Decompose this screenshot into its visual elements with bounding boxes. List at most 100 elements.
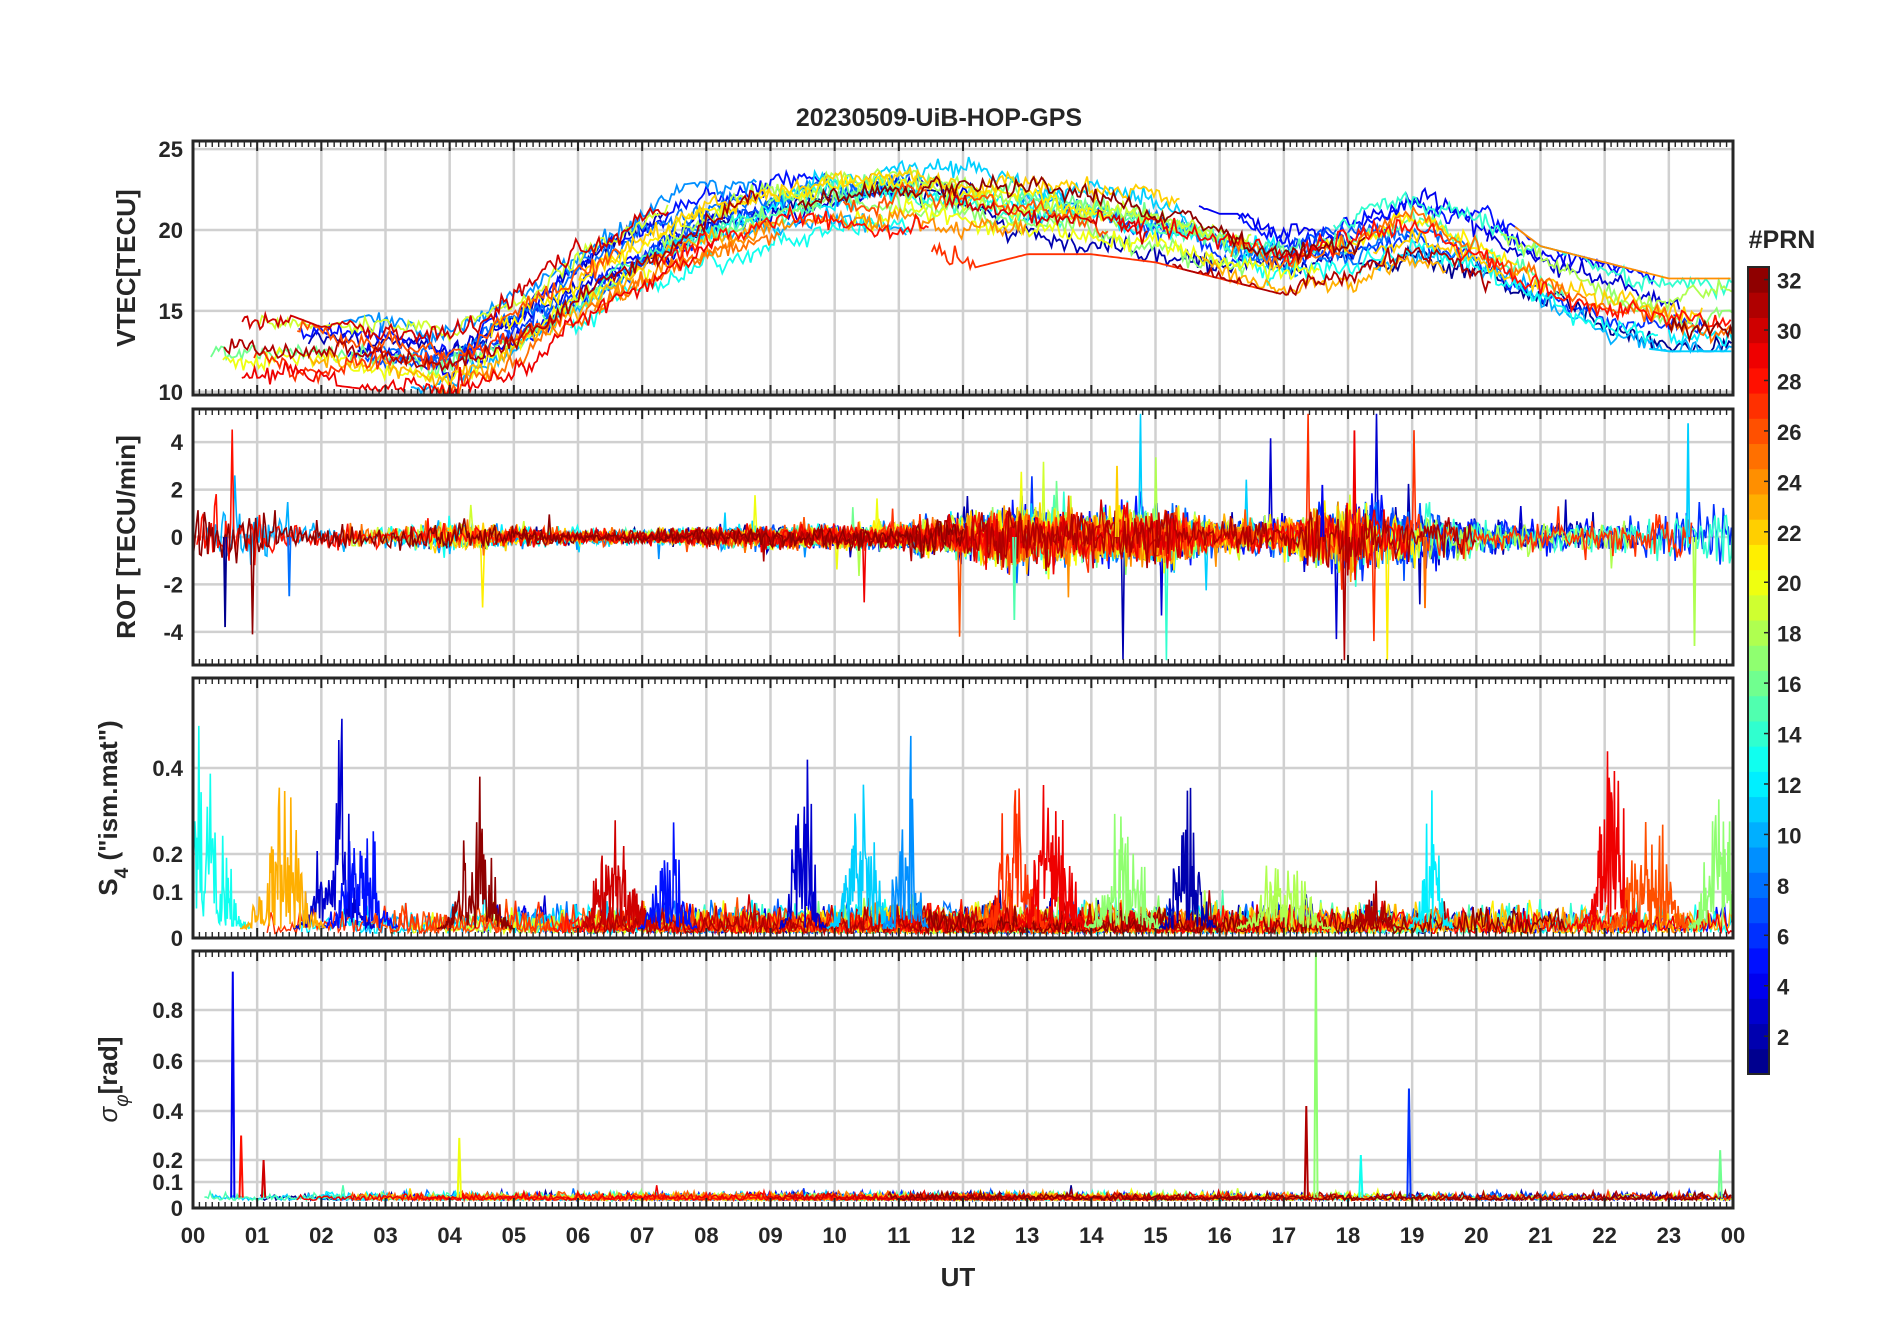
- colorbar-band: [1748, 821, 1769, 848]
- colorbar-band: [1748, 443, 1769, 470]
- x-tick-label: 17: [1272, 1223, 1296, 1248]
- s4-burst: [1687, 799, 1733, 932]
- rot-spike: [1422, 536, 1428, 609]
- x-tick-label: 18: [1336, 1223, 1360, 1248]
- vtec-minor-ticks: [192, 141, 1734, 395]
- vtec-trace-prn-17: [702, 191, 1246, 279]
- vtec-traces: [210, 156, 1733, 395]
- colorbar-tick-label: 4: [1777, 975, 1790, 1000]
- s4-grid: [191, 678, 1735, 940]
- vtec-trace-prn-3: [1486, 229, 1681, 310]
- sigma-phi-spike: [1406, 1088, 1412, 1198]
- colorbar-tick-label: 16: [1777, 672, 1801, 697]
- rot-spike: [1685, 423, 1691, 538]
- y-tick-label: 25: [159, 137, 183, 162]
- s4-minor-ticks: [192, 678, 1734, 938]
- colorbar-tick-label: 22: [1777, 521, 1801, 546]
- sigma-phi-trace-prn-32: [887, 1188, 1732, 1203]
- s4-y-tick-labels: 0 0.1 0.2 0.4: [152, 756, 183, 951]
- colorbar-tick-label: 32: [1777, 269, 1801, 294]
- vtec-trace-prn-22: [578, 165, 1180, 281]
- vtec-trace-prn-25: [1230, 204, 1733, 345]
- colorbar-band: [1748, 367, 1769, 394]
- colorbar-band: [1748, 872, 1769, 898]
- sigma-phi-panel: 00.10.2 0.4 0.6 0.8 σφ[rad]: [93, 949, 1735, 1221]
- y-tick-label: 0.8: [152, 998, 183, 1023]
- colorbar-band: [1748, 1048, 1769, 1075]
- vtec-trace-prn-26: [842, 181, 1109, 238]
- rot-traces: [193, 413, 1733, 661]
- sigma-phi-ylabel-rest: [rad]: [93, 1037, 123, 1095]
- x-tick-label: 16: [1207, 1223, 1231, 1248]
- rot-spike: [222, 536, 228, 628]
- vtec-trace-prn-24: [593, 206, 1027, 312]
- s4-burst: [1236, 865, 1331, 931]
- rot-trace-prn-11: [517, 413, 1293, 591]
- colorbar-tick-label: 28: [1777, 369, 1801, 394]
- colorbar-tick-label: 8: [1777, 874, 1789, 899]
- sigma-phi-y-axis-label: σφ[rad]: [93, 1037, 133, 1123]
- colorbar-tick-label: 12: [1777, 773, 1801, 798]
- x-axis-label: UT: [941, 1262, 976, 1292]
- rot-spike: [1114, 465, 1120, 538]
- sigma-phi-spike: [456, 1137, 462, 1198]
- colorbar-band: [1748, 267, 1769, 293]
- sigma-phi-ylabel-main: σ: [93, 1105, 123, 1122]
- colorbar-band: [1748, 746, 1769, 772]
- sigma-phi-trace-prn-31: [909, 1187, 1708, 1203]
- x-tick-label: 09: [758, 1223, 782, 1248]
- colorbar-band: [1748, 519, 1769, 545]
- vtec-trace-prn-25: [434, 231, 781, 395]
- colorbar-band: [1748, 670, 1769, 697]
- s4-burst: [1083, 813, 1163, 930]
- s4-burst: [436, 776, 514, 931]
- s4-traces: [193, 718, 1733, 937]
- s4-panel: 0 0.1 0.2 0.4 S4 ("ism.mat"): [93, 676, 1735, 951]
- s4-burst: [1015, 784, 1091, 930]
- rot-spike: [1012, 536, 1017, 620]
- x-tick-labels: 00 01 02 03 04 05 06 07 08 09 10 11 12 13 14 15 16 17 18 19…: [181, 1223, 1745, 1248]
- colorbar-tick-label: 26: [1777, 420, 1801, 445]
- colorbar-tick-label: 30: [1777, 319, 1801, 344]
- y-tick-label: 0: [171, 926, 183, 951]
- y-tick-label: 20: [159, 218, 183, 243]
- colorbar-frame: [1747, 266, 1770, 1075]
- s4-burst: [778, 759, 827, 931]
- vtec-trace-prn-15: [541, 195, 824, 324]
- x-tick-label: 23: [1657, 1223, 1681, 1248]
- vtec-trace-prn-28: [653, 203, 929, 266]
- sigma-phi-minor-ticks: [192, 951, 1734, 1208]
- colorbar-band: [1748, 620, 1769, 646]
- s4-burst: [193, 725, 251, 930]
- y-tick-label: 0: [171, 1196, 183, 1221]
- vtec-y-axis-label: VTEC[TECU]: [111, 189, 141, 346]
- sigma-phi-spike: [1717, 1150, 1723, 1198]
- vtec-trace-prn-31: [223, 189, 759, 373]
- colorbar-band: [1748, 468, 1769, 495]
- y-tick-label: 0.2: [152, 1148, 183, 1173]
- sigma-phi-spike: [1303, 1105, 1309, 1198]
- s4-burst: [980, 788, 1049, 931]
- x-tick-label: 19: [1400, 1223, 1424, 1248]
- s4-burst: [1341, 880, 1406, 931]
- y-tick-label: 4: [171, 430, 184, 455]
- x-tick-label: 07: [630, 1223, 654, 1248]
- y-tick-label: 0.1: [152, 1170, 183, 1195]
- colorbar-tick-label: 6: [1777, 924, 1789, 949]
- rot-spike: [287, 536, 292, 597]
- vtec-trace-prn-13: [1236, 238, 1659, 345]
- x-tick-label: 01: [245, 1223, 269, 1248]
- rot-spike: [1320, 484, 1325, 538]
- colorbar-tick-label: 20: [1777, 571, 1801, 596]
- vtec-trace-prn-8: [1231, 224, 1467, 267]
- x-tick-label: 10: [822, 1223, 846, 1248]
- x-tick-label: 00: [181, 1223, 205, 1248]
- colorbar-band: [1748, 897, 1769, 924]
- sigma-phi-ylabel-sub: φ: [112, 1094, 133, 1106]
- vtec-trace-prn-18: [1500, 233, 1733, 313]
- colorbar-band: [1748, 317, 1769, 344]
- sigma-phi-traces: [204, 951, 1733, 1203]
- x-tick-label: 02: [309, 1223, 333, 1248]
- colorbar-band: [1748, 998, 1769, 1025]
